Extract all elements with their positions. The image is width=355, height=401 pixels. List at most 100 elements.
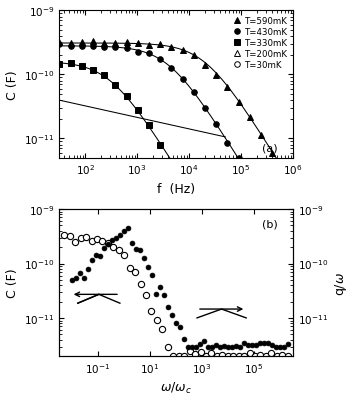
T=430mK: [259, 192, 263, 197]
T=330mK: [57, 62, 61, 67]
T=590mK: [57, 41, 61, 46]
T=430mK: [203, 106, 207, 111]
T=30mK: [158, 330, 162, 334]
T=200mK: [203, 337, 207, 342]
T=430mK: [125, 47, 129, 51]
T=590mK: [214, 73, 218, 78]
T=30mK: [91, 263, 95, 268]
T=590mK: [158, 43, 162, 48]
X-axis label: f  (Hz): f (Hz): [157, 182, 195, 195]
T=590mK: [236, 101, 241, 105]
T=200mK: [248, 393, 252, 398]
T=30mK: [225, 394, 230, 399]
T=430mK: [192, 90, 196, 95]
T=30mK: [125, 296, 129, 301]
Line: T=590mK: T=590mK: [56, 40, 275, 157]
T=590mK: [180, 49, 185, 54]
T=30mK: [57, 233, 61, 238]
T=430mK: [69, 45, 73, 50]
T=30mK: [80, 255, 84, 259]
T=200mK: [57, 165, 61, 170]
T=590mK: [270, 152, 274, 156]
T=330mK: [69, 62, 73, 67]
T=590mK: [248, 115, 252, 120]
T=30mK: [169, 338, 174, 343]
T=430mK: [91, 44, 95, 49]
T=590mK: [259, 134, 263, 138]
T=330mK: [102, 73, 106, 78]
T=430mK: [248, 174, 252, 179]
T=430mK: [158, 57, 162, 62]
T=200mK: [192, 324, 196, 328]
T=430mK: [214, 123, 218, 128]
T=30mK: [136, 307, 140, 312]
T=330mK: [125, 94, 129, 99]
Line: T=330mK: T=330mK: [56, 61, 275, 324]
T=330mK: [158, 143, 162, 148]
Y-axis label: C (F): C (F): [6, 70, 18, 99]
Line: T=430mK: T=430mK: [56, 42, 275, 217]
T=590mK: [102, 42, 106, 47]
T=200mK: [158, 285, 162, 290]
T=330mK: [259, 300, 263, 305]
T=430mK: [225, 141, 230, 146]
T=590mK: [147, 43, 151, 48]
T=200mK: [225, 367, 230, 371]
T=200mK: [214, 351, 218, 356]
T=330mK: [248, 281, 252, 286]
T=330mK: [180, 178, 185, 182]
T=330mK: [136, 108, 140, 113]
T=330mK: [80, 65, 84, 70]
T=30mK: [214, 385, 218, 389]
T=590mK: [69, 42, 73, 47]
T=590mK: [136, 41, 140, 46]
T=590mK: [169, 46, 174, 51]
T=430mK: [136, 51, 140, 55]
T=430mK: [102, 46, 106, 51]
T=430mK: [180, 77, 185, 82]
T=30mK: [69, 242, 73, 247]
T=200mK: [102, 215, 106, 220]
T=200mK: [136, 254, 140, 259]
T=330mK: [169, 160, 174, 164]
T=330mK: [113, 83, 118, 88]
T=30mK: [147, 317, 151, 322]
T=590mK: [80, 41, 84, 46]
Text: (b): (b): [262, 219, 278, 229]
X-axis label: $\omega/\omega_c$: $\omega/\omega_c$: [160, 381, 192, 395]
Y-axis label: C (F): C (F): [6, 268, 18, 298]
T=30mK: [113, 286, 118, 290]
T=200mK: [69, 174, 73, 179]
T=330mK: [270, 319, 274, 324]
T=30mK: [192, 360, 196, 365]
Text: (a): (a): [262, 143, 278, 153]
T=430mK: [147, 51, 151, 56]
T=30mK: [102, 274, 106, 279]
T=330mK: [214, 229, 218, 233]
T=200mK: [80, 188, 84, 193]
T=330mK: [225, 247, 230, 252]
T=330mK: [147, 124, 151, 128]
T=430mK: [57, 43, 61, 47]
T=200mK: [125, 241, 129, 245]
T=30mK: [203, 375, 207, 380]
T=200mK: [236, 378, 241, 383]
T=430mK: [80, 45, 84, 49]
T=200mK: [147, 269, 151, 274]
T=430mK: [113, 46, 118, 51]
T=30mK: [180, 352, 185, 357]
Line: T=30mK: T=30mK: [56, 233, 275, 401]
T=590mK: [225, 85, 230, 90]
T=590mK: [125, 40, 129, 45]
Line: T=200mK: T=200mK: [56, 165, 275, 401]
T=590mK: [203, 63, 207, 68]
T=430mK: [270, 212, 274, 217]
T=330mK: [236, 265, 241, 270]
T=430mK: [169, 67, 174, 71]
Y-axis label: q/$\omega$: q/$\omega$: [333, 271, 349, 295]
T=200mK: [180, 309, 185, 314]
T=330mK: [192, 193, 196, 198]
T=200mK: [169, 296, 174, 301]
T=330mK: [91, 68, 95, 73]
T=590mK: [113, 42, 118, 47]
